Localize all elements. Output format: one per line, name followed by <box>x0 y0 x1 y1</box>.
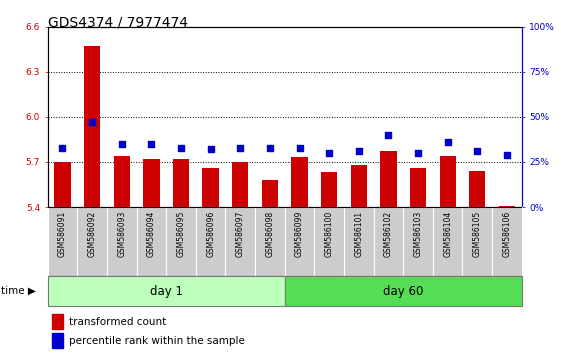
Bar <box>291 158 307 207</box>
Bar <box>284 207 314 276</box>
Point <box>265 145 274 150</box>
Bar <box>499 206 515 207</box>
Bar <box>380 152 397 207</box>
Text: transformed count: transformed count <box>68 316 166 326</box>
Bar <box>173 159 189 207</box>
Bar <box>232 162 249 207</box>
Bar <box>166 207 196 276</box>
Point <box>117 141 126 147</box>
Text: GDS4374 / 7977474: GDS4374 / 7977474 <box>48 16 188 30</box>
Text: GSM586106: GSM586106 <box>503 211 512 257</box>
Text: GSM586102: GSM586102 <box>384 211 393 257</box>
Text: GSM586100: GSM586100 <box>325 211 334 257</box>
Point <box>177 145 186 150</box>
Bar <box>54 162 71 207</box>
Text: GSM586091: GSM586091 <box>58 211 67 257</box>
Bar <box>284 276 522 306</box>
Text: GSM586105: GSM586105 <box>473 211 482 257</box>
Point <box>355 148 364 154</box>
Bar <box>77 207 107 276</box>
Text: GSM586097: GSM586097 <box>236 211 245 257</box>
Bar <box>492 207 522 276</box>
Bar <box>143 159 159 207</box>
Bar <box>351 165 367 207</box>
Text: GSM586104: GSM586104 <box>443 211 452 257</box>
Bar <box>48 207 77 276</box>
Text: percentile rank within the sample: percentile rank within the sample <box>68 336 245 346</box>
Text: GSM586093: GSM586093 <box>117 211 126 257</box>
Point <box>147 141 156 147</box>
Point <box>443 139 452 145</box>
Point <box>206 147 215 152</box>
Point <box>88 119 96 125</box>
Bar <box>196 207 226 276</box>
Bar <box>226 207 255 276</box>
Bar <box>52 314 63 329</box>
Point <box>473 148 482 154</box>
Bar <box>344 207 374 276</box>
Bar <box>462 207 492 276</box>
Text: GSM586101: GSM586101 <box>355 211 364 257</box>
Bar <box>52 333 63 348</box>
Point <box>295 145 304 150</box>
Bar <box>469 171 485 207</box>
Point <box>325 150 334 156</box>
Bar <box>314 207 344 276</box>
Text: GSM586095: GSM586095 <box>177 211 186 257</box>
Point <box>413 150 422 156</box>
Bar <box>48 276 284 306</box>
Point <box>58 145 67 150</box>
Bar <box>107 207 136 276</box>
Bar <box>403 207 433 276</box>
Text: day 60: day 60 <box>383 285 424 298</box>
Text: time ▶: time ▶ <box>1 286 36 296</box>
Bar <box>84 46 100 207</box>
Point <box>384 132 393 138</box>
Bar <box>136 207 166 276</box>
Text: GSM586099: GSM586099 <box>295 211 304 257</box>
Text: GSM586098: GSM586098 <box>265 211 274 257</box>
Bar <box>321 172 337 207</box>
Point <box>236 145 245 150</box>
Bar <box>410 168 426 207</box>
Bar <box>203 168 219 207</box>
Bar <box>439 156 456 207</box>
Bar <box>114 156 130 207</box>
Text: GSM586092: GSM586092 <box>88 211 96 257</box>
Bar <box>374 207 403 276</box>
Text: GSM586096: GSM586096 <box>206 211 215 257</box>
Text: GSM586103: GSM586103 <box>413 211 422 257</box>
Point <box>503 152 512 158</box>
Text: day 1: day 1 <box>150 285 183 298</box>
Bar <box>255 207 284 276</box>
Bar <box>433 207 462 276</box>
Bar <box>262 180 278 207</box>
Text: GSM586094: GSM586094 <box>147 211 156 257</box>
